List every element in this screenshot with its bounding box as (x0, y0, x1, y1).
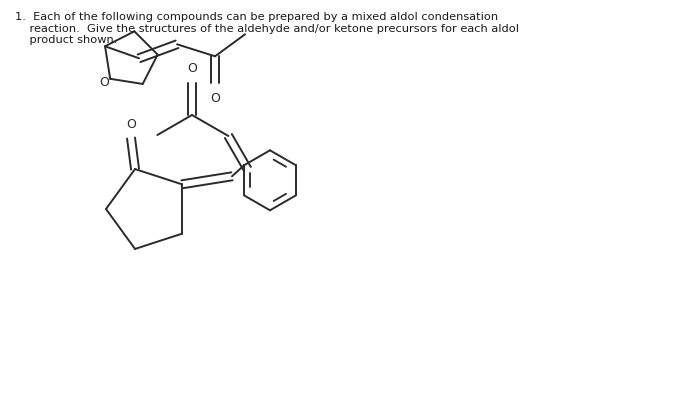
Text: 1.  Each of the following compounds can be prepared by a mixed aldol condensatio: 1. Each of the following compounds can b… (15, 12, 519, 45)
Text: O: O (187, 62, 197, 75)
Text: O: O (210, 92, 220, 105)
Text: O: O (99, 76, 109, 89)
Text: O: O (126, 118, 136, 131)
